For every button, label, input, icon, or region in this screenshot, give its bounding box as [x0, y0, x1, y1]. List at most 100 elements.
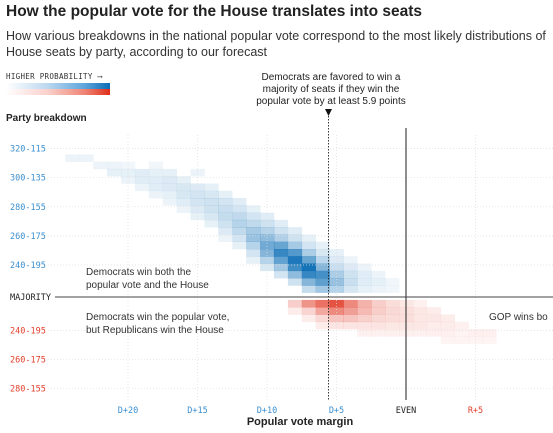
- heatmap-cell-rep: [385, 299, 400, 308]
- heatmap-cell-dem: [176, 198, 191, 206]
- heatmap-cell-dem: [329, 278, 344, 286]
- heatmap-cell-rep: [440, 314, 455, 323]
- annotation-line-1: Democrats are favored to win a: [261, 72, 401, 83]
- heatmap-cell-dem: [190, 168, 205, 177]
- y-tick-label: 280-155: [10, 385, 46, 395]
- annotation-line-3: popular vote by at least 5.9 points: [256, 96, 406, 107]
- heatmap-cell-dem: [162, 190, 177, 199]
- x-tick-label: D+20: [118, 406, 138, 416]
- heatmap-cell-dem: [301, 263, 316, 272]
- heatmap-cell-rep: [371, 299, 386, 308]
- heatmap-cell-dem: [246, 205, 261, 213]
- heatmap-cell-dem: [315, 241, 330, 250]
- heatmap-cell-rep: [482, 336, 497, 344]
- heatmap-cell-dem: [315, 285, 330, 293]
- heatmap-cell-rep: [343, 299, 358, 308]
- heatmap-cell-dem: [134, 168, 150, 177]
- heatmap-cell-dem: [343, 285, 358, 293]
- heatmap-cell-rep: [357, 299, 372, 308]
- heatmap-cell-dem: [260, 227, 275, 235]
- heatmap-cell-dem: [134, 183, 150, 192]
- heatmap-cell-dem: [204, 205, 219, 213]
- heatmap-cell-dem: [218, 212, 233, 221]
- heatmap-cell-rep: [412, 314, 428, 323]
- heatmap-cell-dem: [301, 256, 316, 264]
- heatmap-cell-rep: [412, 299, 428, 308]
- heatmap-cell-dem: [315, 256, 330, 264]
- heatmap-cell-rep: [371, 329, 386, 337]
- heatmap-cell-dem: [246, 241, 261, 250]
- heatmap-cell-dem: [162, 183, 177, 192]
- heatmap-cell-rep: [454, 336, 469, 344]
- heatmap-cell-rep: [315, 299, 330, 308]
- heatmap-cell-rep: [329, 321, 344, 330]
- heatmap-cell-rep: [426, 314, 442, 323]
- heatmap-cell-dem: [246, 234, 261, 242]
- heatmap-cell-dem: [232, 205, 247, 213]
- heatmap-cell-dem: [301, 241, 316, 250]
- heatmap-cell-dem: [148, 161, 163, 170]
- heatmap-cell-rep: [426, 307, 442, 315]
- heatmap-cell-rep: [482, 329, 497, 337]
- heatmap-cell-dem: [65, 154, 80, 162]
- heatmap-cell-dem: [232, 227, 247, 235]
- heatmap-cell-dem: [148, 168, 163, 177]
- threshold-arrow-icon: [324, 109, 332, 116]
- heatmap-cell-dem: [301, 285, 316, 293]
- heatmap-cell-dem: [315, 263, 330, 272]
- heatmap-cell-dem: [79, 154, 94, 162]
- heatmap-cell-dem: [204, 198, 219, 206]
- heatmap-cell-dem: [246, 227, 261, 235]
- heatmap-cell-dem: [315, 270, 330, 279]
- legend-republican-gradient: [6, 89, 110, 95]
- heatmap-cell-rep: [412, 329, 428, 337]
- heatmap-cell-dem: [287, 234, 303, 242]
- heatmap-cell-dem: [287, 263, 303, 272]
- heatmap-cell-rep: [357, 314, 372, 323]
- heatmap-cell-dem: [176, 176, 191, 184]
- region-label-gop: GOP wins bo: [489, 312, 548, 323]
- heatmap-cell-rep: [329, 307, 344, 315]
- heatmap-cell-rep: [468, 336, 483, 344]
- heatmap-cell-dem: [246, 219, 261, 228]
- heatmap-cell-dem: [371, 285, 386, 293]
- heatmap-cell-dem: [134, 176, 150, 184]
- heatmap-cell-dem: [121, 168, 136, 177]
- heatmap-cell-dem: [218, 219, 233, 228]
- heatmap-cell-dem: [232, 234, 247, 242]
- y-tick-label: 240-195: [10, 261, 46, 271]
- heatmap-cell-rep: [412, 307, 428, 315]
- heatmap-cell-dem: [148, 176, 163, 184]
- heatmap-cell-dem: [162, 176, 177, 184]
- heatmap-cell-rep: [385, 307, 400, 315]
- y-tick-label: 240-195: [10, 326, 46, 336]
- heatmap-cell-dem: [190, 205, 205, 213]
- heatmap-cell-dem: [273, 241, 289, 250]
- x-tick-label: R+5: [468, 406, 483, 416]
- heatmap-cell-dem: [357, 270, 372, 279]
- heatmap-cell-rep: [454, 321, 469, 330]
- heatmap-cell-dem: [204, 219, 219, 228]
- heatmap-cell-dem: [232, 212, 247, 221]
- heatmap-cell-dem: [260, 256, 275, 264]
- heatmap-cell-rep: [371, 321, 386, 330]
- heatmap-cell-dem: [343, 256, 358, 264]
- heatmap-cell-dem: [301, 234, 316, 242]
- heatmap-cell-rep: [343, 314, 358, 323]
- heatmap-cell-dem: [329, 270, 344, 279]
- region-label-dem-both-line-2: popular vote and the House: [86, 280, 209, 291]
- heatmap-cell-dem: [315, 249, 330, 257]
- heatmap-cell-dem: [273, 219, 289, 228]
- y-tick-label: 260-175: [10, 356, 46, 366]
- heatmap-cell-dem: [232, 241, 247, 250]
- heatmap-cell-dem: [218, 205, 233, 213]
- heatmap-cell-rep: [357, 329, 372, 337]
- heatmap-cell-dem: [371, 270, 386, 279]
- heatmap-cell-dem: [148, 190, 163, 199]
- heatmap-cell-dem: [107, 161, 122, 170]
- heatmap-cell-dem: [329, 285, 344, 293]
- heatmap-cell-dem: [190, 183, 205, 192]
- heatmap-cell-dem: [218, 227, 233, 235]
- heatmap-cell-dem: [385, 285, 400, 293]
- legend-democrat-gradient: [6, 83, 110, 89]
